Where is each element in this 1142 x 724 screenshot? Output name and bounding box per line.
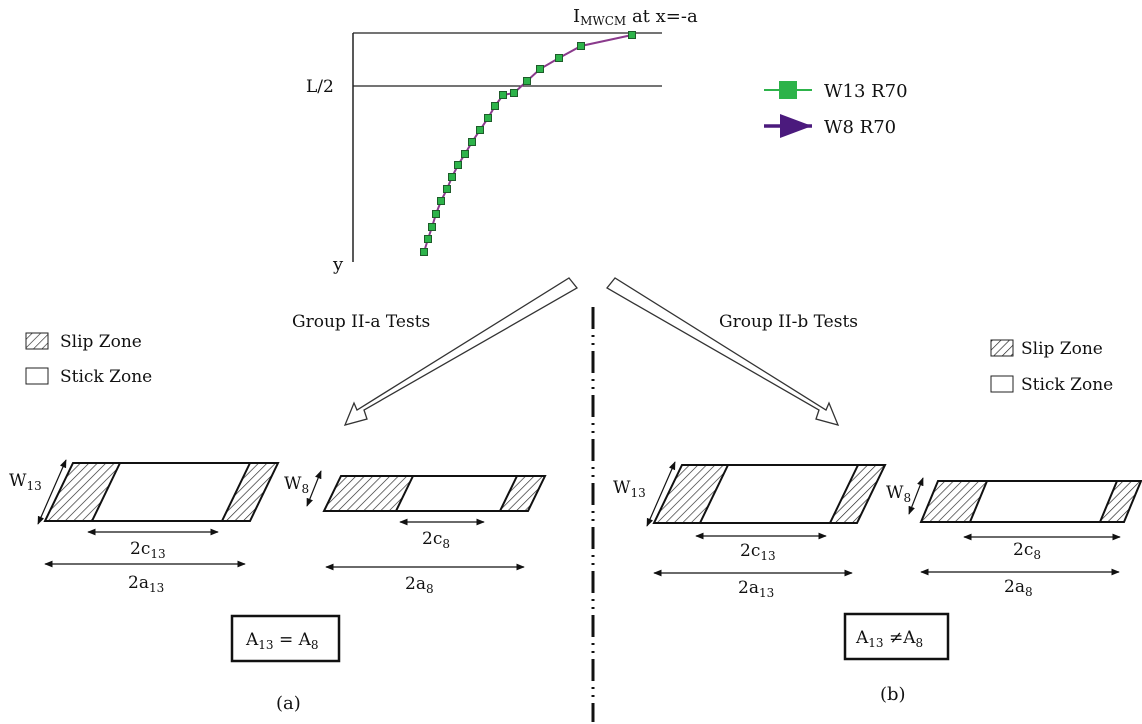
- contact-patch-w8: W8 2c8 2a8: [886, 477, 1142, 599]
- stick-label: Stick Zone: [60, 367, 152, 387]
- curve-marker-15: [523, 77, 531, 85]
- stick-label: Stick Zone: [1021, 375, 1113, 395]
- width-label: W8: [886, 483, 911, 505]
- slip-zone-left: [654, 465, 728, 523]
- stick-dimension-label: 2c8: [422, 529, 450, 551]
- patch-outline: [919, 480, 1142, 523]
- plot-title: IMWCM at x=-a: [573, 6, 698, 28]
- stick-dimension-label: 2c13: [130, 539, 166, 561]
- arrow-group-iia: [343, 277, 578, 426]
- plot-legend: W13 R70 W8 R70: [764, 81, 908, 138]
- arrow-group-iib: [606, 277, 840, 426]
- curve-markers: [420, 31, 636, 256]
- slip-zone-left: [45, 463, 120, 521]
- patch-outline: [322, 475, 547, 512]
- contact-dimension-label: 2a8: [405, 574, 434, 596]
- equation-text: A13 ≠A8: [855, 628, 923, 650]
- curve-marker-0: [420, 248, 428, 256]
- legend-label-w8: W8 R70: [824, 117, 896, 138]
- curve-marker-16: [536, 65, 544, 73]
- curve-marker-7: [454, 161, 462, 169]
- curve-marker-2: [428, 223, 436, 231]
- stick-swatch: [990, 375, 1014, 393]
- slip-swatch: [25, 332, 49, 350]
- slip-zone-left: [921, 481, 987, 522]
- stick-boundary-right: [1099, 480, 1118, 523]
- legend-triangle-marker: [780, 114, 812, 138]
- width-label: W8: [284, 474, 309, 496]
- contact-patch-w13: W13 2c13 2a13: [613, 461, 887, 600]
- curve-marker-1: [424, 235, 432, 243]
- equation-box: [230, 614, 341, 663]
- top-plot: IMWCM at x=-a L/2 y W13 R70 W8 R70: [306, 6, 908, 275]
- panel-a: W13 2c13 2a13 W8 2c8 2a8 A13 = A8 (a): [9, 459, 547, 714]
- slip-zone-right: [1100, 481, 1141, 522]
- curve-marker-6: [448, 173, 456, 181]
- stick-boundary-left: [395, 475, 414, 512]
- curve-marker-18: [577, 42, 585, 50]
- curve-marker-4: [437, 197, 445, 205]
- equation-box: [843, 612, 950, 661]
- stick-boundary-left: [969, 480, 988, 523]
- curve-marker-17: [555, 54, 563, 62]
- width-label: W13: [613, 478, 646, 500]
- curve-marker-11: [484, 114, 492, 122]
- curve-marker-8: [461, 150, 469, 158]
- hline-label: L/2: [306, 77, 334, 97]
- panel-b: W13 2c13 2a13 W8 2c8 2a8 A13 ≠A8 (b): [613, 461, 1142, 705]
- stick-boundary-right: [499, 475, 518, 512]
- slip-zone-right: [222, 463, 278, 521]
- curve-marker-3: [432, 210, 440, 218]
- equation-text: A13 = A8: [245, 630, 319, 652]
- width-dimension: [306, 470, 322, 507]
- contact-dimension-label: 2a8: [1004, 577, 1033, 599]
- curve-marker-13: [499, 91, 507, 99]
- slip-label: Slip Zone: [1021, 339, 1103, 359]
- stick-dimension-label: 2c13: [740, 541, 776, 563]
- stick-boundary-right: [221, 462, 251, 522]
- curve-marker-5: [443, 185, 451, 193]
- width-dimension: [37, 459, 67, 525]
- zone-legend-left: Slip Zone Stick Zone: [25, 332, 152, 387]
- stick-swatch: [25, 367, 49, 385]
- caption-a: (a): [276, 693, 301, 714]
- contact-patch-w8: W8 2c8 2a8: [284, 470, 547, 596]
- stick-boundary-left: [91, 462, 121, 522]
- caption-b: (b): [880, 684, 906, 705]
- curve-marker-12: [491, 102, 499, 110]
- contact-dimension-label: 2a13: [738, 578, 774, 600]
- slip-zone-left: [324, 476, 413, 511]
- width-dimension: [646, 461, 676, 527]
- slip-label: Slip Zone: [60, 332, 142, 352]
- zone-legend-right: Slip Zone Stick Zone: [990, 339, 1113, 395]
- curve-marker-10: [476, 126, 484, 134]
- width-dimension: [908, 477, 924, 515]
- legend-label-w13: W13 R70: [824, 81, 908, 102]
- stick-boundary-left: [699, 464, 729, 524]
- curve-marker-9: [468, 138, 476, 146]
- label-group-iib: Group II-b Tests: [719, 312, 858, 332]
- slip-zone-right: [830, 465, 885, 523]
- label-group-iia: Group II-a Tests: [292, 312, 430, 332]
- stick-boundary-right: [829, 464, 859, 524]
- contact-patch-w13: W13 2c13 2a13: [9, 459, 280, 595]
- curve-marker-19: [628, 31, 636, 39]
- slip-zone-right: [500, 476, 545, 511]
- stress-curve: [423, 34, 633, 253]
- curve-marker-14: [510, 89, 518, 97]
- slip-swatch: [990, 339, 1014, 357]
- y-axis-label: y: [332, 254, 344, 275]
- legend-square-marker: [779, 81, 797, 99]
- width-label: W13: [9, 471, 42, 493]
- contact-dimension-label: 2a13: [128, 573, 164, 595]
- stick-dimension-label: 2c8: [1013, 540, 1041, 562]
